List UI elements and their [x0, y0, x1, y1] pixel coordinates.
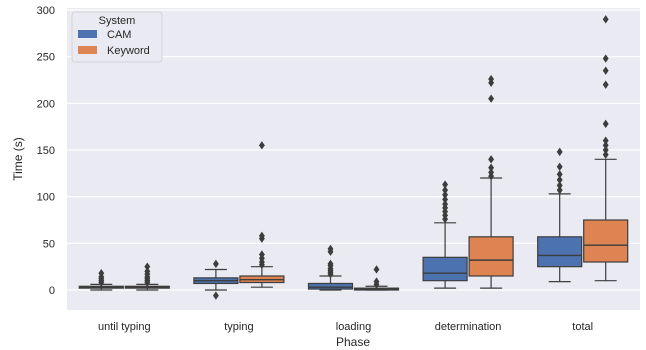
boxes — [78, 15, 629, 300]
flier-point — [556, 185, 563, 195]
box-cam-typing — [193, 259, 239, 300]
flier-point — [98, 269, 105, 278]
flier-point — [556, 175, 563, 185]
flier-point — [327, 259, 334, 269]
flier-point — [327, 244, 334, 254]
y-tick-label-200: 200 — [37, 98, 55, 110]
y-tick-label-250: 250 — [37, 52, 55, 64]
box-iqr — [537, 236, 583, 268]
x-tick-label-typing: typing — [224, 321, 253, 333]
y-tick-label-300: 300 — [37, 5, 55, 17]
flier-point — [442, 190, 449, 199]
x-tick-label-until-typing: until typing — [98, 321, 151, 333]
box-iqr — [422, 256, 468, 282]
flier-point — [442, 195, 449, 204]
flier-point — [602, 15, 609, 24]
legend-swatch-keyword — [78, 46, 97, 54]
flier-point — [602, 150, 609, 159]
flier-point — [488, 74, 495, 84]
y-tick-label-0: 0 — [49, 285, 55, 297]
grid-lines — [67, 9, 640, 291]
flier-point — [442, 185, 449, 195]
flier-point — [258, 231, 265, 241]
y-tick-label-50: 50 — [43, 238, 55, 250]
flier-point — [602, 80, 609, 89]
flier-point — [556, 147, 563, 157]
flier-point — [602, 136, 609, 145]
box-cam-until-typing — [78, 269, 124, 291]
flier-point — [556, 181, 563, 190]
flier-point — [602, 54, 609, 63]
box-iqr — [583, 219, 629, 263]
flier-point — [212, 259, 219, 269]
box-keyword-loading — [353, 265, 400, 291]
y-axis-ticks: 0 50 100 150 200 250 300 — [37, 5, 55, 297]
flier-point — [258, 141, 265, 150]
x-tick-label-total: total — [572, 321, 593, 333]
box-keyword-determination — [468, 74, 514, 289]
x-axis-label: Phase — [336, 335, 370, 349]
flier-point — [258, 250, 265, 259]
flier-point — [144, 267, 151, 276]
x-tick-label-loading: loading — [336, 321, 371, 333]
flier-point — [488, 94, 495, 103]
flier-point — [602, 66, 609, 75]
flier-point — [556, 170, 563, 179]
flier-point — [373, 277, 380, 286]
flier-point — [488, 168, 495, 177]
flier-point — [373, 265, 380, 274]
x-tick-label-determination: determination — [435, 321, 502, 333]
flier-point — [442, 199, 449, 209]
flier-point — [602, 119, 609, 129]
box-iqr — [307, 282, 354, 290]
flier-point — [442, 180, 449, 189]
box-keyword-total — [583, 15, 629, 282]
y-axis-label: Time (s) — [11, 137, 25, 181]
legend-label-keyword: Keyword — [107, 45, 150, 57]
flier-point — [556, 162, 563, 171]
y-tick-label-100: 100 — [37, 192, 55, 204]
box-cam-loading — [307, 244, 354, 291]
box-keyword-typing — [239, 141, 285, 288]
box-cam-determination — [422, 180, 468, 289]
box-iqr — [468, 236, 514, 277]
flier-point — [488, 155, 495, 164]
legend-swatch-cam — [78, 30, 97, 38]
box-keyword-until-typing — [124, 262, 170, 291]
flier-point — [602, 141, 609, 150]
flier-point — [602, 145, 609, 155]
flier-point — [144, 262, 151, 271]
flier-point — [212, 291, 219, 300]
x-axis-ticks: until typing typing loading determination to… — [98, 321, 593, 333]
legend: System CAM Keyword — [71, 11, 163, 63]
flier-point — [488, 163, 495, 172]
box-cam-total — [537, 147, 583, 283]
legend-title: System — [99, 15, 136, 27]
legend-label-cam: CAM — [107, 29, 131, 41]
y-tick-label-150: 150 — [37, 145, 55, 157]
